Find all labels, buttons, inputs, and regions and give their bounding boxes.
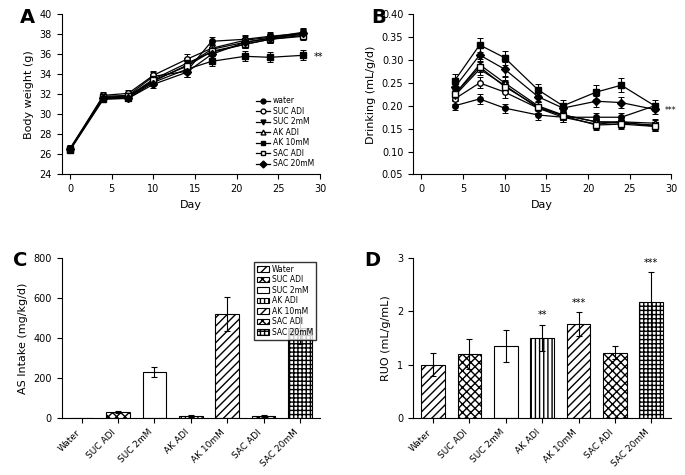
Bar (179, 416, 203, 418)
Y-axis label: AS Intake (mg/kg/d): AS Intake (mg/kg/d) (18, 282, 28, 394)
Bar (252, 416, 275, 418)
Text: C: C (12, 251, 27, 270)
Text: ***: *** (644, 258, 658, 268)
Bar (215, 314, 239, 418)
Text: A: A (21, 8, 36, 27)
Bar (421, 365, 445, 418)
Text: ***: *** (571, 298, 586, 308)
Bar (640, 302, 663, 418)
Legend: Water, SUC ADI, SUC 2mM, AK ADI, AK 10mM, SAC ADI, SAC 20mM: Water, SUC ADI, SUC 2mM, AK ADI, AK 10mM… (254, 262, 316, 340)
Bar (494, 346, 518, 418)
Y-axis label: RUO (mL/g/mL): RUO (mL/g/mL) (382, 295, 391, 381)
Text: B: B (372, 8, 386, 27)
Bar (566, 324, 590, 418)
Y-axis label: Body weight (g): Body weight (g) (24, 50, 34, 139)
X-axis label: Day: Day (180, 200, 202, 210)
Y-axis label: Drinking (mL/g/d): Drinking (mL/g/d) (366, 45, 376, 143)
X-axis label: Day: Day (531, 200, 553, 210)
Text: **: ** (538, 310, 547, 320)
Bar (288, 328, 312, 418)
Legend: water, SUC ADI, SUC 2mM, AK ADI, AK 10mM, SAC ADI, SAC 20mM: water, SUC ADI, SUC 2mM, AK ADI, AK 10mM… (253, 94, 316, 171)
Bar (142, 372, 166, 418)
Text: **: ** (313, 52, 323, 62)
Bar (458, 354, 481, 418)
Text: ***: *** (664, 106, 676, 115)
Bar (530, 338, 554, 418)
Text: D: D (364, 251, 380, 270)
Bar (106, 412, 130, 418)
Bar (603, 353, 627, 418)
